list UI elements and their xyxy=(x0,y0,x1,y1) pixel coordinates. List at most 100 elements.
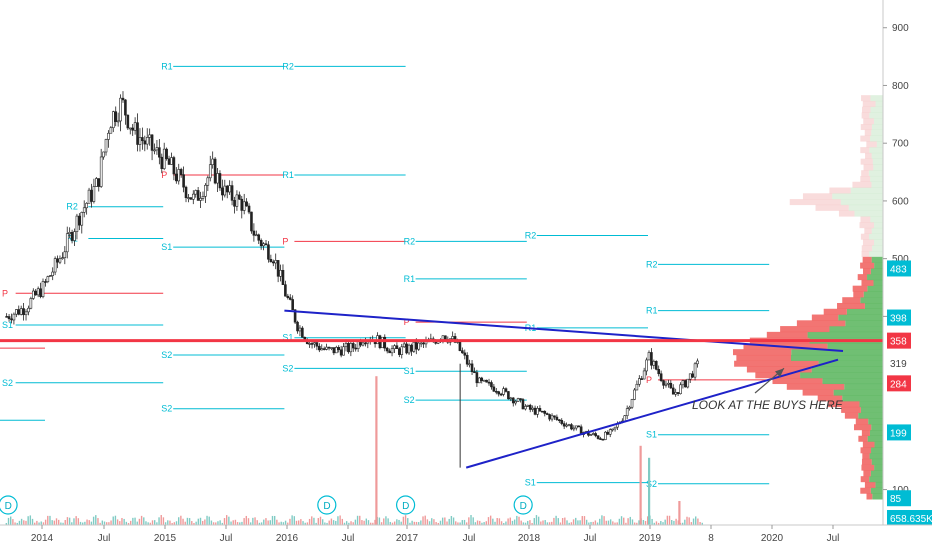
volume-bar xyxy=(633,522,636,525)
dividend-marker xyxy=(396,495,416,515)
candle-body xyxy=(291,299,294,311)
pivot-label: S1 xyxy=(282,333,293,343)
candle-body xyxy=(642,370,646,380)
candle-body xyxy=(504,388,508,392)
candle-body xyxy=(167,158,171,165)
volume-profile-bar-sell xyxy=(862,106,871,113)
candle-body xyxy=(90,189,93,202)
volume-bar xyxy=(44,519,47,525)
volume-bar xyxy=(352,522,354,525)
volume-bar xyxy=(230,521,232,525)
volume-bar xyxy=(503,522,505,525)
volume-bar xyxy=(548,522,551,525)
volume-bar xyxy=(164,522,167,525)
volume-profile-bar-sell xyxy=(860,476,870,483)
volume-profile-bar-sell xyxy=(866,493,873,500)
volume-profile-bar-buy xyxy=(871,181,883,188)
volume-bar xyxy=(461,520,463,525)
volume-bar xyxy=(10,516,12,525)
volume-bar xyxy=(644,521,647,525)
volume-bar xyxy=(372,522,374,525)
volume-bar xyxy=(383,518,385,525)
volume-bar xyxy=(177,517,180,525)
volume-profile-bar-sell xyxy=(861,112,870,119)
volume-bar xyxy=(681,522,684,525)
volume-bar xyxy=(343,522,346,525)
candle-body xyxy=(104,139,108,153)
volume-bar xyxy=(254,517,256,525)
x-tick-label: Jul xyxy=(98,533,111,544)
volume-bar xyxy=(535,515,538,525)
volume-profile-bar-sell xyxy=(823,308,847,315)
volume-bar xyxy=(655,521,658,525)
time-axis-background xyxy=(0,525,932,550)
volume-profile-bar-buy xyxy=(864,302,883,309)
volume-bar xyxy=(489,515,492,525)
pivot-label: S2 xyxy=(2,378,13,388)
volume-bar xyxy=(317,518,320,525)
candle-body xyxy=(286,295,290,298)
volume-bar xyxy=(666,515,669,525)
volume-bar xyxy=(660,520,662,525)
volume-bar xyxy=(533,518,535,525)
volume-bar xyxy=(647,516,649,525)
volume-bar xyxy=(108,522,110,525)
candle-body xyxy=(417,342,421,350)
volume-bar xyxy=(232,520,234,525)
candle-body xyxy=(640,378,644,380)
x-tick-label: 2020 xyxy=(761,533,784,544)
volume-profile-bar-sell xyxy=(853,291,864,298)
candle-body xyxy=(177,169,181,182)
candle-body xyxy=(223,185,227,196)
candle-body xyxy=(65,233,69,253)
candle-body xyxy=(298,327,302,332)
volume-bar xyxy=(221,522,224,525)
volume-bar xyxy=(345,521,348,525)
candle-body xyxy=(238,194,241,200)
volume-bar xyxy=(699,522,701,525)
volume-profile-bar-buy xyxy=(846,308,883,315)
candle-body xyxy=(276,260,280,277)
candle-body xyxy=(133,122,137,131)
pivot-label: S2 xyxy=(646,479,657,489)
candle-body xyxy=(465,354,469,365)
volume-profile-bar-sell xyxy=(860,216,871,223)
volume-bar xyxy=(273,515,276,525)
candle-body xyxy=(121,97,125,101)
volume-bar xyxy=(588,522,590,525)
candle-body xyxy=(354,347,357,350)
candle-body xyxy=(194,190,198,195)
volume-bar xyxy=(433,519,435,525)
volume-bar xyxy=(5,523,8,525)
volume-bar xyxy=(14,522,16,525)
volume-bar xyxy=(127,522,130,525)
candle-body xyxy=(308,343,311,345)
pivot-label: S1 xyxy=(646,430,657,440)
candle-body xyxy=(688,373,692,380)
candle-body xyxy=(109,127,113,134)
volume-profile-bar-sell xyxy=(766,331,808,338)
price-tag xyxy=(887,309,911,326)
volume-bar xyxy=(544,520,546,525)
volume-profile-bar-buy xyxy=(842,395,883,402)
volume-bar xyxy=(479,520,481,525)
volume-profile-bar-sell xyxy=(860,487,871,494)
volume-bar xyxy=(86,519,88,525)
volume-profile-bar-sell xyxy=(837,302,865,309)
candle-body xyxy=(99,156,103,187)
candle-body xyxy=(155,147,159,151)
volume-bar xyxy=(348,522,350,525)
volume-bar xyxy=(542,520,544,525)
candle-body xyxy=(24,311,28,316)
volume-profile-bar-sell xyxy=(861,95,871,102)
volume-bar xyxy=(431,518,433,525)
volume-bar xyxy=(367,520,370,525)
pivot-label: S1 xyxy=(404,366,415,376)
volume-bar xyxy=(557,518,559,525)
dividend-marker-label: D xyxy=(323,501,330,512)
volume-bar xyxy=(12,519,14,525)
candle-body xyxy=(213,158,217,184)
upper-trendline xyxy=(284,309,844,353)
volume-bar xyxy=(129,520,132,525)
